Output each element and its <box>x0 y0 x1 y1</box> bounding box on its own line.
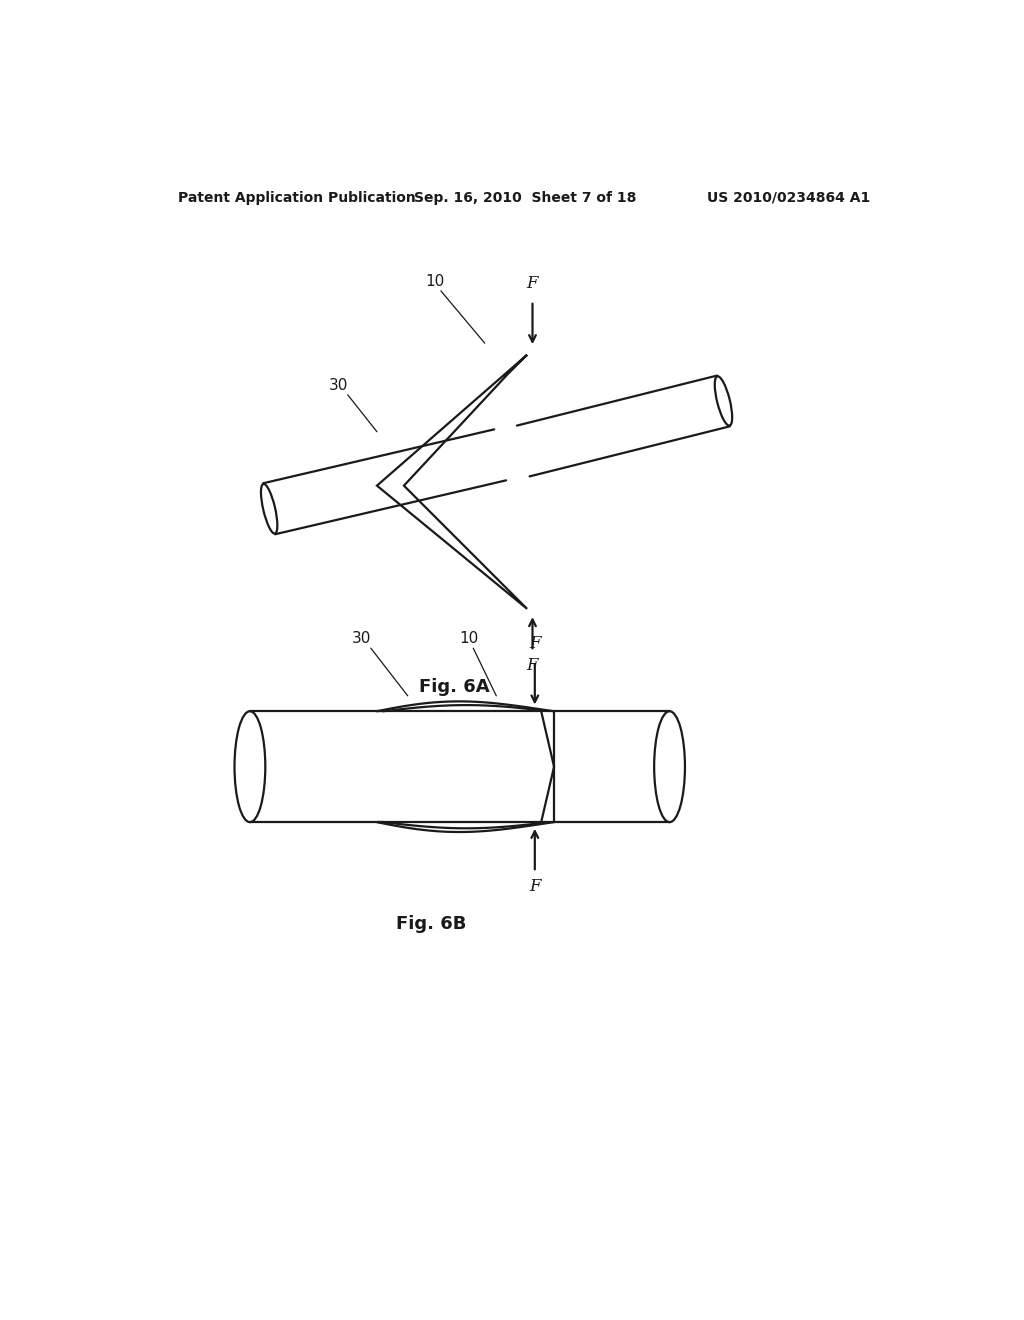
Text: 30: 30 <box>352 631 372 645</box>
Text: US 2010/0234864 A1: US 2010/0234864 A1 <box>707 191 869 205</box>
Text: 10: 10 <box>425 275 444 289</box>
Text: Sep. 16, 2010  Sheet 7 of 18: Sep. 16, 2010 Sheet 7 of 18 <box>414 191 636 205</box>
Text: F: F <box>526 657 539 675</box>
Text: 10: 10 <box>460 631 479 645</box>
Text: Fig. 6A: Fig. 6A <box>419 678 489 696</box>
Text: Fig. 6B: Fig. 6B <box>395 915 466 932</box>
Text: F: F <box>529 635 541 652</box>
Text: Patent Application Publication: Patent Application Publication <box>178 191 416 205</box>
Text: F: F <box>529 878 541 895</box>
Text: F: F <box>526 275 539 292</box>
Text: 30: 30 <box>329 379 348 393</box>
